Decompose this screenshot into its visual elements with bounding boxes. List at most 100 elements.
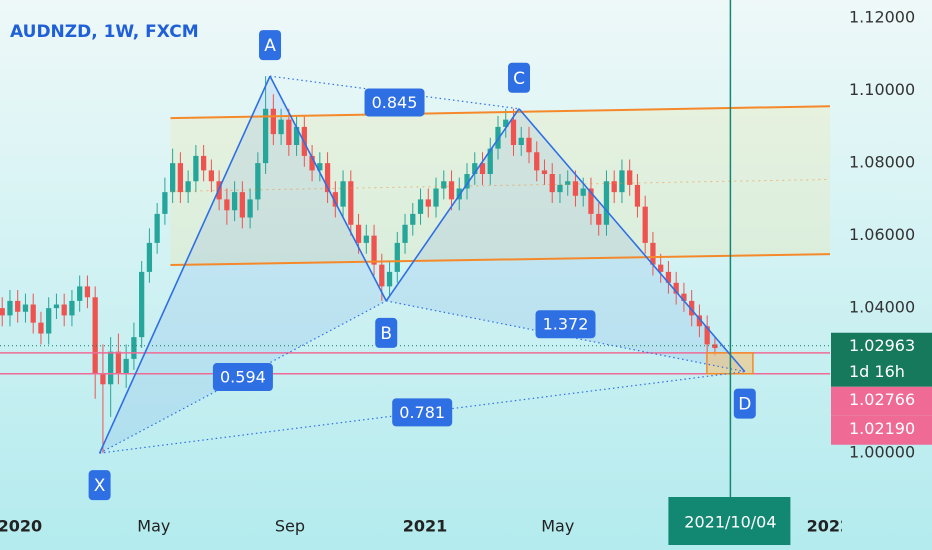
pattern-leg	[98, 75, 271, 454]
y-tick-label: 1.08000	[849, 153, 915, 172]
candle-body	[634, 184, 641, 207]
x-tick-label: 2020	[0, 517, 42, 536]
candle-body	[596, 213, 602, 225]
candle-body	[317, 163, 323, 171]
candle-body	[363, 235, 369, 243]
candle-body	[425, 199, 431, 207]
price-tag	[831, 415, 932, 445]
point-label: X	[94, 476, 106, 496]
candle-body	[681, 293, 687, 301]
ratio-box	[392, 398, 453, 427]
candle-body	[642, 206, 648, 243]
candle-body	[627, 170, 633, 185]
candle-body	[108, 351, 114, 385]
candle-body	[262, 108, 269, 164]
candle-body	[293, 126, 300, 146]
candle-body	[518, 137, 524, 146]
ratio-box	[212, 363, 273, 392]
candle-body	[324, 163, 331, 193]
candle-body	[549, 174, 555, 193]
candle-body	[255, 163, 261, 200]
candle-body	[371, 235, 377, 265]
candle-body	[448, 181, 455, 200]
candle-body	[603, 181, 610, 225]
point-label: A	[264, 36, 276, 56]
candle-body	[534, 152, 540, 171]
point-label: B	[380, 324, 392, 344]
point-label: C	[513, 69, 525, 89]
candle-body	[557, 184, 563, 193]
candle-body	[696, 315, 703, 327]
candle-body	[572, 181, 579, 196]
ratio-label: 0.845	[372, 93, 418, 112]
pattern-dotted-leg	[269, 75, 520, 110]
ratio-label: 0.594	[220, 368, 266, 387]
candle-body	[200, 155, 207, 171]
candle-body	[61, 304, 67, 316]
candle-body	[565, 181, 571, 185]
candle-body	[231, 192, 238, 211]
candle-body	[154, 213, 160, 243]
candle-body	[131, 337, 137, 359]
y-tick-label: 1.04000	[849, 298, 915, 317]
candle-body	[309, 155, 315, 171]
y-tick-label: 1.10000	[849, 80, 915, 99]
candle-body	[386, 271, 393, 287]
ratio-label: 1.372	[543, 315, 589, 334]
candle-body	[580, 188, 586, 196]
price-tag	[831, 332, 932, 387]
candle-body	[673, 282, 679, 294]
price-tag-label: 1.02190	[849, 419, 915, 438]
x-tick-label: May	[137, 517, 170, 536]
time-axis: 2020 May Sep 2021 May 2022	[0, 517, 852, 536]
ratio-box	[535, 310, 596, 339]
y-tick-label: 1.00000	[849, 443, 915, 462]
candle-body	[495, 126, 501, 149]
candle-body	[665, 271, 672, 283]
price-tag	[831, 386, 932, 416]
chart-title: AUDNZD, 1W, FXCM	[10, 22, 199, 42]
candle-body	[247, 199, 253, 218]
point-label: D	[738, 395, 751, 415]
price-axis: 1.12000 1.10000 1.08000 1.06000 1.04000 1.000…	[831, 8, 932, 462]
pattern-fill	[386, 108, 745, 372]
y-tick-label: 1.06000	[849, 225, 915, 244]
candle-body	[379, 264, 385, 287]
x-tick-label: 2021	[403, 517, 448, 536]
candle-body	[224, 199, 230, 211]
candle-body	[704, 326, 710, 345]
candle-body	[286, 119, 292, 146]
candle-body	[0, 308, 5, 316]
candle-body	[278, 119, 284, 135]
price-tag-note: 1d 16h	[849, 362, 905, 381]
channel-line	[170, 178, 830, 192]
candle-body	[170, 163, 176, 193]
candle-body	[84, 286, 91, 298]
candle-body	[193, 155, 199, 182]
ratio-box	[364, 88, 425, 117]
candle-body	[479, 163, 486, 175]
candle-body	[650, 242, 656, 265]
x-tick-label: 2022	[807, 517, 852, 536]
x-tick-label: May	[541, 517, 574, 536]
candle-body	[332, 192, 338, 207]
candle-body	[487, 148, 493, 175]
cursor-label: 2021/10/04	[684, 513, 776, 532]
candle-body	[689, 300, 695, 316]
candle-body	[355, 224, 362, 243]
x-tick-label: Sep	[275, 517, 305, 536]
candle-body	[526, 137, 532, 153]
cursor-label-box	[668, 497, 791, 545]
candle-body	[162, 192, 168, 214]
candle-body	[658, 264, 664, 272]
candle-body	[402, 224, 408, 243]
candle-body	[146, 242, 153, 272]
candle-body	[92, 297, 98, 374]
pattern-leg	[518, 108, 746, 373]
candle-body	[348, 181, 354, 225]
candle-body	[588, 188, 594, 214]
candle-body	[46, 308, 52, 334]
candle-body	[38, 322, 44, 334]
